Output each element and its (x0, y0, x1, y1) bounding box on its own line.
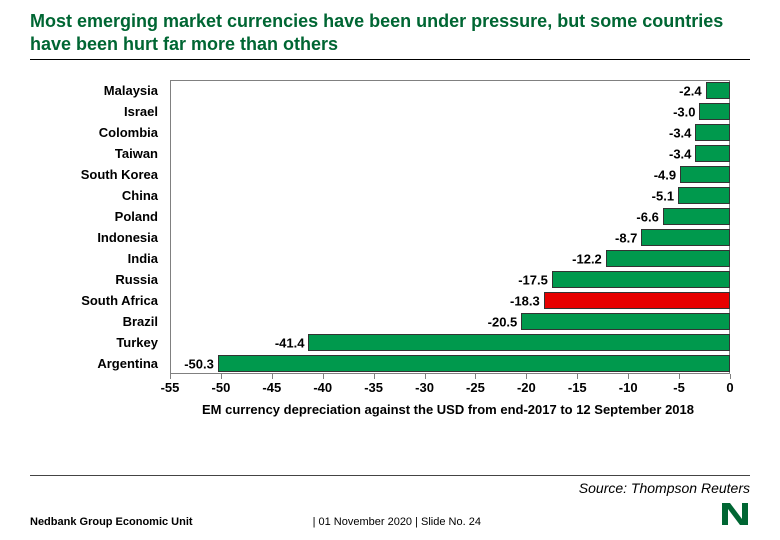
x-tick-label: 0 (726, 380, 733, 395)
y-tick-label: Colombia (99, 125, 158, 140)
y-tick-label: Russia (115, 272, 158, 287)
value-label: -6.6 (636, 209, 658, 224)
bar (695, 145, 730, 162)
slide: Most emerging market currencies have bee… (0, 0, 780, 540)
x-axis-title: EM currency depreciation against the USD… (148, 402, 748, 417)
bar (218, 355, 730, 372)
y-tick-label: Brazil (123, 314, 158, 329)
x-tick-label: -30 (415, 380, 434, 395)
y-tick-label: Israel (124, 104, 158, 119)
value-label: -3.4 (669, 125, 691, 140)
x-tick-label: -55 (161, 380, 180, 395)
value-label: -4.9 (654, 167, 676, 182)
y-tick-label: Poland (115, 209, 158, 224)
x-tick (425, 374, 426, 379)
y-tick-label: Taiwan (115, 146, 158, 161)
x-tick (577, 374, 578, 379)
x-tick (730, 374, 731, 379)
y-tick-label: Turkey (116, 335, 158, 350)
bar (544, 292, 730, 309)
x-tick (679, 374, 680, 379)
x-tick (526, 374, 527, 379)
x-tick-label: -15 (568, 380, 587, 395)
footer-owner: Nedbank Group Economic Unit (30, 516, 193, 528)
hbar-chart: EM currency depreciation against the USD… (148, 74, 748, 414)
x-tick-label: -10 (619, 380, 638, 395)
bar (695, 124, 730, 141)
value-label: -3.4 (669, 146, 691, 161)
y-tick-label: Argentina (97, 356, 158, 371)
value-label: -8.7 (615, 230, 637, 245)
x-tick-label: -50 (212, 380, 231, 395)
value-label: -18.3 (510, 293, 540, 308)
x-tick-label: -45 (262, 380, 281, 395)
bar (552, 271, 730, 288)
x-tick (475, 374, 476, 379)
bar (606, 250, 730, 267)
source-divider (30, 475, 750, 476)
x-tick-label: -5 (673, 380, 685, 395)
x-tick (323, 374, 324, 379)
y-tick-label: Indonesia (97, 230, 158, 245)
nedbank-logo-icon (720, 501, 750, 532)
bar (308, 334, 730, 351)
source-text: Source: Thompson Reuters (579, 480, 750, 496)
y-tick-label: India (128, 251, 158, 266)
x-tick-label: -40 (313, 380, 332, 395)
x-tick (221, 374, 222, 379)
x-tick (374, 374, 375, 379)
footer: Nedbank Group Economic Unit | 01 Novembe… (30, 516, 750, 528)
x-tick-label: -25 (466, 380, 485, 395)
x-tick (628, 374, 629, 379)
bar (641, 229, 730, 246)
bar (706, 82, 730, 99)
value-label: -5.1 (652, 188, 674, 203)
value-label: -2.4 (679, 83, 701, 98)
x-tick-label: -20 (517, 380, 536, 395)
bar (680, 166, 730, 183)
y-tick-label: South Africa (81, 293, 158, 308)
y-tick-label: China (122, 188, 158, 203)
value-label: -41.4 (275, 335, 305, 350)
value-label: -50.3 (184, 356, 214, 371)
slide-title: Most emerging market currencies have bee… (30, 10, 750, 60)
value-label: -3.0 (673, 104, 695, 119)
value-label: -17.5 (518, 272, 548, 287)
y-tick-label: Malaysia (104, 83, 158, 98)
x-tick-label: -35 (364, 380, 383, 395)
bar (699, 103, 730, 120)
bar (663, 208, 730, 225)
chart-area: EM currency depreciation against the USD… (30, 74, 750, 454)
bar (678, 187, 730, 204)
value-label: -20.5 (488, 314, 518, 329)
value-label: -12.2 (572, 251, 602, 266)
footer-meta: | 01 November 2020 | Slide No. 24 (313, 516, 481, 528)
bar (521, 313, 730, 330)
y-tick-label: South Korea (81, 167, 158, 182)
x-tick (170, 374, 171, 379)
x-tick (272, 374, 273, 379)
